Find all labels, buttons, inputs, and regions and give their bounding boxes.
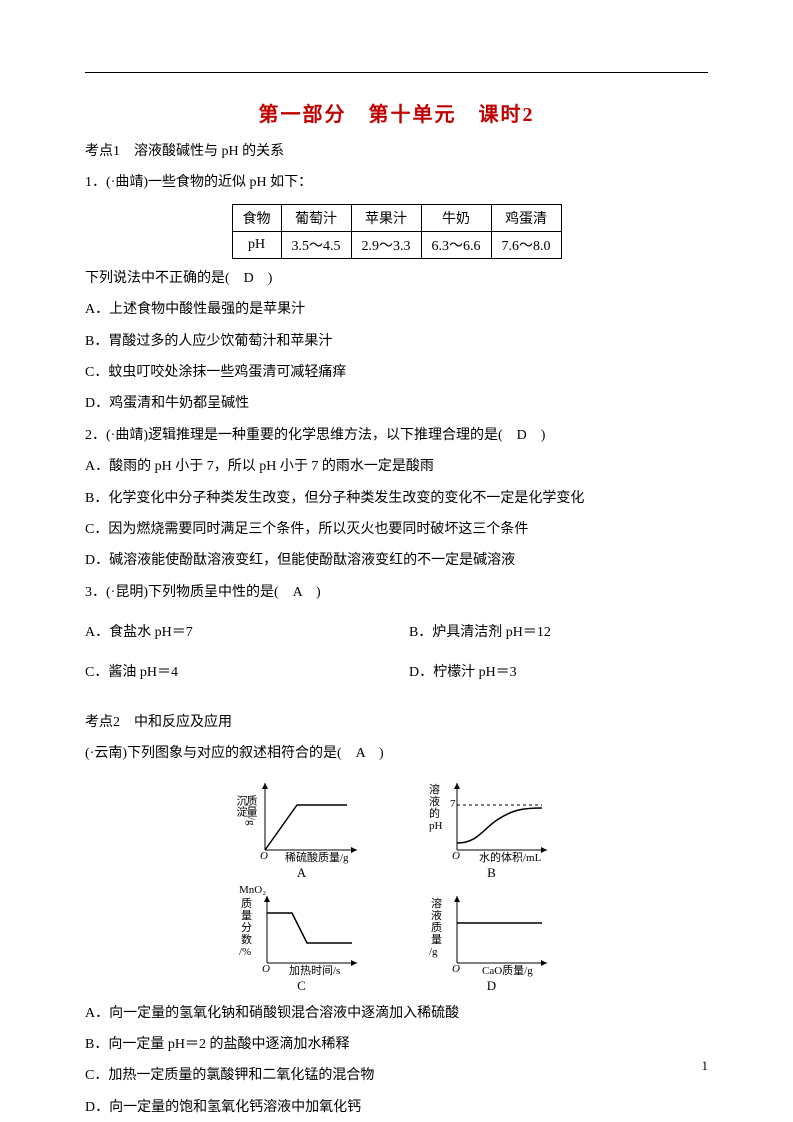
svg-text:量: 量	[241, 909, 252, 922]
q2-opt-a: A．酸雨的 pH 小于 7，所以 pH 小于 7 的雨水一定是酸雨	[85, 456, 708, 478]
svg-text:加热时间/s: 加热时间/s	[289, 964, 340, 977]
svg-text:O: O	[262, 963, 270, 975]
table-row: pH 3.5～4.5 2.9～3.3 6.3～6.6 7.6～8.0	[232, 231, 561, 258]
chart-a: O 沉淀 质量/g 稀硫酸质量/g A	[232, 775, 372, 881]
svg-text:稀硫酸质量/g: 稀硫酸质量/g	[285, 850, 349, 864]
q1-stem: 1．(·曲靖)一些食物的近似 pH 如下：	[85, 172, 708, 194]
page-number: 1	[702, 1058, 709, 1074]
chart-c-label: C	[232, 978, 372, 994]
svg-text:O: O	[260, 850, 268, 862]
svg-text:的: 的	[429, 806, 440, 820]
q1-opt-c: C．蚊虫叮咬处涂抹一些鸡蛋清可减轻痛痒	[85, 362, 708, 384]
q2-opt-b: B．化学变化中分子种类发生改变，但分子种类发生改变的变化不一定是化学变化	[85, 488, 708, 510]
svg-text:质: 质	[241, 897, 252, 910]
q3-opt-b: B．炉具清洁剂 pH＝12	[409, 622, 708, 644]
chart-a-label: A	[232, 865, 372, 881]
q3-stem: 3．(·昆明)下列物质呈中性的是( A )	[85, 582, 708, 604]
svg-text:pH: pH	[429, 820, 443, 832]
q3-opt-a: A．食盐水 pH＝7	[85, 622, 409, 644]
cell: pH	[232, 231, 281, 258]
kp2-opt-a: A．向一定量的氢氧化钠和硝酸钡混合溶液中逐滴加入稀硫酸	[85, 1003, 708, 1025]
svg-text:/g: /g	[429, 946, 438, 958]
q1-opt-b: B．胃酸过多的人应少饮葡萄汁和苹果汁	[85, 331, 708, 353]
svg-text:CaO质量/g: CaO质量/g	[482, 964, 533, 977]
svg-text:液: 液	[429, 794, 440, 808]
q1-mid: 下列说法中不正确的是( D )	[85, 268, 708, 290]
chart-d: O 溶 液 质 量 /g CaO质量/g D	[422, 883, 562, 994]
svg-text:分: 分	[241, 921, 252, 934]
svg-text:O: O	[452, 850, 460, 862]
kp2-heading: 考点2 中和反应及应用	[85, 712, 708, 734]
kp2-q-stem: (·云南)下列图象与对应的叙述相符合的是( A )	[85, 743, 708, 765]
svg-text:质: 质	[431, 921, 442, 934]
top-rule	[85, 72, 708, 73]
svg-text:7: 7	[450, 798, 456, 810]
q2-opt-c: C．因为燃烧需要同时满足三个条件，所以灭火也要同时破坏这三个条件	[85, 519, 708, 541]
food-ph-table: 食物 葡萄汁 苹果汁 牛奶 鸡蛋清 pH 3.5～4.5 2.9～3.3 6.3…	[232, 204, 562, 259]
cell: 3.5～4.5	[281, 231, 351, 258]
kp2-opt-c: C．加热一定质量的氯酸钾和二氧化锰的混合物	[85, 1065, 708, 1087]
q3-opt-c: C．酱油 pH＝4	[85, 662, 409, 684]
chart-b-label: B	[422, 865, 562, 881]
cell: 6.3～6.6	[421, 231, 491, 258]
kp2-opt-b: B．向一定量 pH＝2 的盐酸中逐滴加水稀释	[85, 1034, 708, 1056]
col-header: 鸡蛋清	[491, 204, 561, 231]
svg-text:O: O	[452, 963, 460, 975]
svg-text:MnO₂: MnO₂	[239, 884, 266, 896]
cell: 7.6～8.0	[491, 231, 561, 258]
q1-opt-d: D．鸡蛋清和牛奶都呈碱性	[85, 393, 708, 415]
col-header: 食物	[232, 204, 281, 231]
svg-text:/%: /%	[239, 946, 251, 958]
svg-text:溶: 溶	[429, 782, 440, 796]
svg-text:溶: 溶	[431, 896, 442, 910]
table-row: 食物 葡萄汁 苹果汁 牛奶 鸡蛋清	[232, 204, 561, 231]
chart-b: O 溶 液 的 pH 7 水的体积/mL B	[422, 775, 562, 881]
svg-text:水的体积/mL: 水的体积/mL	[479, 850, 542, 864]
q1-opt-a: A．上述食物中酸性最强的是苹果汁	[85, 299, 708, 321]
svg-text:质量/g: 质量/g	[245, 794, 258, 825]
page-title: 第一部分 第十单元 课时2	[85, 98, 708, 127]
svg-text:量: 量	[431, 933, 442, 946]
chart-d-label: D	[422, 978, 562, 994]
q2-stem: 2．(·曲靖)逻辑推理是一种重要的化学思维方法，以下推理合理的是( D )	[85, 425, 708, 447]
kp1-heading: 考点1 溶液酸碱性与 pH 的关系	[85, 141, 708, 163]
col-header: 牛奶	[421, 204, 491, 231]
q2-opt-d: D．碱溶液能使酚酞溶液变红，但能使酚酞溶液变红的不一定是碱溶液	[85, 550, 708, 572]
svg-text:液: 液	[431, 908, 442, 922]
col-header: 葡萄汁	[281, 204, 351, 231]
col-header: 苹果汁	[351, 204, 421, 231]
cell: 2.9～3.3	[351, 231, 421, 258]
chart-c: MnO₂ O 质 量 分 数 /% 加热时间/s C	[232, 883, 372, 994]
q3-opt-d: D．柠檬汁 pH＝3	[409, 662, 708, 684]
charts-container: O 沉淀 质量/g 稀硫酸质量/g A O 溶 液 的 pH 7 水的体积/mL	[85, 775, 708, 994]
kp2-opt-d: D．向一定量的饱和氢氧化钙溶液中加氧化钙	[85, 1097, 708, 1119]
svg-text:数: 数	[241, 933, 252, 946]
